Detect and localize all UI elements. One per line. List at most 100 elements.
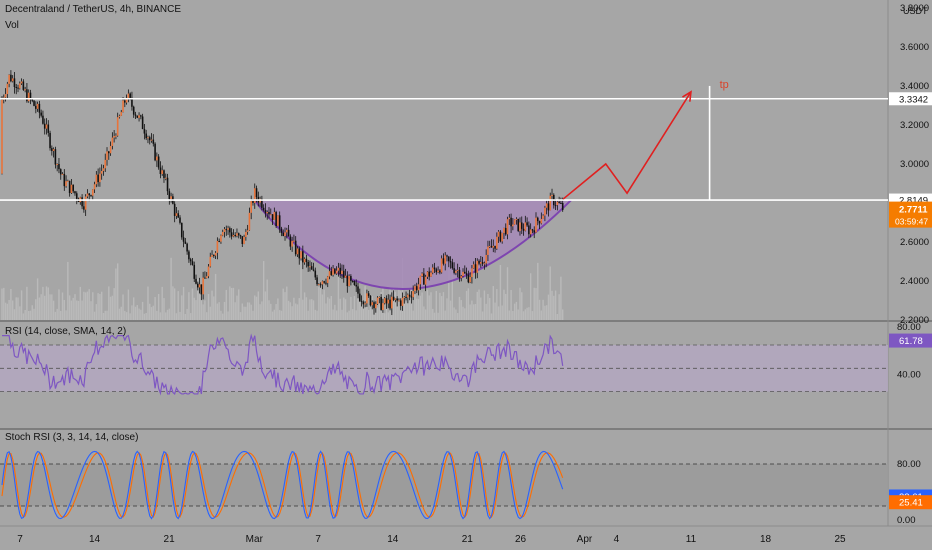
candle-up [471,268,473,278]
volume-bar [416,298,418,320]
volume-bar [510,290,512,320]
volume-bar [47,287,49,320]
volume-bar [562,309,564,320]
volume-bar [335,310,338,320]
volume-bar [513,303,516,320]
volume-bar [182,286,185,320]
candle-down [560,202,562,204]
candle-up [248,212,251,231]
stoch-d-value-tag-bg [889,495,932,510]
time-tick-label: 14 [387,534,399,545]
volume-bar [353,296,356,320]
candle-down [307,261,309,267]
candle-up [326,276,329,283]
volume-bar [108,286,110,320]
volume-bar [485,303,487,320]
candle-down [179,217,181,223]
volume-bar [284,292,286,320]
candle-up [202,277,204,295]
candle-down [49,132,51,149]
volume-bar [170,257,172,320]
candle-up [430,272,432,277]
rsi-line [2,333,564,396]
volume-bar [90,301,92,320]
volume-bar [321,294,324,320]
candle-down [408,294,411,297]
candle-down [218,240,220,242]
candle-down [517,218,519,231]
volume-bar [252,310,254,320]
time-tick-label: Mar [246,534,264,545]
candle-up [223,229,226,232]
candle-down [289,236,292,247]
candle-down [143,128,146,134]
volume-bar [147,286,149,320]
candle-down [148,137,151,141]
candle-up [61,173,64,175]
volume-bar [236,295,238,320]
candle-up [246,230,249,232]
volume-bar [207,294,210,320]
volume-bar [270,303,272,320]
candle-up [483,263,486,265]
volume-bar [407,294,409,320]
volume-bar [560,276,562,320]
volume-bar [432,308,434,320]
volume-bar [508,310,510,320]
volume-bar [124,310,126,320]
candle-down [134,114,137,116]
candle-down [186,243,188,252]
candle-up [309,266,311,268]
volume-bar [558,294,560,320]
candle-down [38,103,41,113]
candle-up [122,100,124,113]
candle-up [303,258,306,263]
symbol-title: Decentraland / TetherUS, 4h, BINANCE [5,4,182,15]
candle-up [216,240,219,253]
candle-down [72,184,74,192]
volume-bar [295,303,297,320]
candle-up [371,302,374,306]
volume-bar [1,288,3,320]
volume-bar [522,311,525,320]
volume-bar [412,310,414,320]
candle-down [74,191,76,194]
volume-bar [188,292,190,320]
candle-down [369,295,372,306]
volume-bar [449,300,452,320]
candle-down [446,255,448,257]
volume-bar [369,300,372,320]
candle-down [195,278,197,284]
volume-bar [426,289,429,320]
volume-bar [343,297,345,320]
volume-bar [58,289,60,320]
volume-bar [453,307,455,320]
candle-up [503,227,505,233]
volume-bar [296,304,299,320]
candle-up [84,196,87,210]
volume-bar [405,302,407,320]
arrow-head [682,90,692,102]
candle-down [271,214,274,220]
candle-down [159,167,162,175]
volume-bar [442,292,445,320]
volume-bar [204,300,206,320]
volume-bar [545,305,548,320]
candle-down [63,173,66,187]
time-tick-label: Apr [577,534,593,545]
candle-up [407,294,409,298]
candle-down [26,89,28,102]
candle-up [544,207,546,216]
candle-up [11,78,14,82]
volume-bar [88,289,90,320]
candle-up [529,229,532,235]
candle-down [129,93,131,98]
volume-bar [264,291,267,320]
volume-bar [133,297,135,320]
volume-bar [355,310,357,320]
candle-up [487,246,489,255]
candle-down [346,275,349,287]
candle-down [316,277,318,285]
volume-bar [152,305,154,320]
